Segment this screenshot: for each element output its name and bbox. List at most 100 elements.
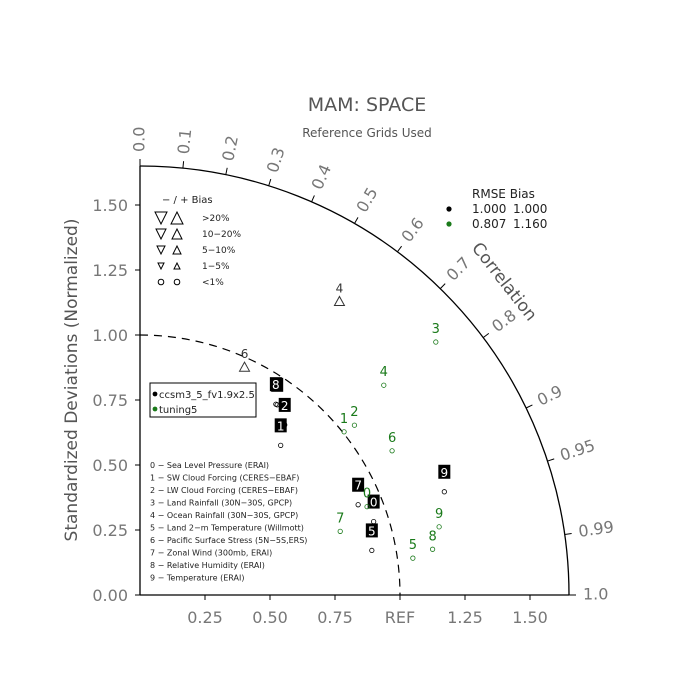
correlation-tick-mark bbox=[182, 161, 185, 169]
x-tick-label: 1.50 bbox=[512, 608, 548, 627]
case-legend-dot-icon bbox=[152, 406, 158, 412]
bias-legend-label: <1% bbox=[202, 278, 224, 288]
rmse-legend-value: 0.807 bbox=[472, 217, 506, 231]
rmse-legend-dot-icon bbox=[446, 206, 452, 212]
variable-legend-item: 3 − Land Rainfall (30N−30S, GPCP) bbox=[150, 499, 292, 508]
y-tick-label: 0.75 bbox=[92, 391, 128, 410]
data-point-label: 6 bbox=[388, 431, 396, 446]
data-point-marker bbox=[436, 524, 442, 530]
bias-legend-value: 1.000 bbox=[513, 202, 547, 216]
correlation-tick-label: 0.2 bbox=[218, 134, 242, 163]
y-axis-label: Standardized Deviations (Normalized) bbox=[62, 219, 82, 542]
data-point-label-box bbox=[352, 477, 365, 492]
case-legend-box bbox=[149, 382, 257, 418]
data-point-label: 9 bbox=[435, 507, 443, 522]
data-point-label: 7 bbox=[354, 479, 362, 493]
data-point-label: 8 bbox=[272, 378, 280, 392]
data-point-label-box bbox=[269, 377, 282, 392]
correlation-arc bbox=[139, 165, 570, 596]
case-legend-label: tuning5 bbox=[159, 405, 197, 416]
rmse-legend-value: 1.000 bbox=[472, 202, 506, 216]
correlation-tick-label: 1.0 bbox=[583, 585, 608, 604]
bias-down-triangle-icon bbox=[155, 228, 167, 241]
y-tick-label: 0.25 bbox=[92, 521, 128, 540]
variable-legend-item: 4 − Ocean Rainfall (30N−30S, GPCP) bbox=[150, 511, 298, 520]
y-tick-label: 1.25 bbox=[92, 261, 128, 280]
correlation-tick-label: 0.1 bbox=[174, 128, 195, 155]
data-point-marker bbox=[389, 448, 395, 454]
correlation-tick-label: 0.5 bbox=[352, 184, 381, 216]
correlation-tick-mark bbox=[225, 167, 228, 175]
bias-up-triangle-icon bbox=[170, 210, 184, 225]
variable-legend-item: 8 − Relative Humidity (ERAI) bbox=[150, 561, 265, 570]
data-point-label: 3 bbox=[432, 322, 440, 337]
case-legend-dot-icon bbox=[152, 391, 158, 397]
correlation-tick-mark bbox=[268, 178, 272, 186]
data-point-marker bbox=[282, 422, 288, 428]
bias-circle-icon bbox=[157, 278, 165, 286]
bias-legend-header: − / + Bias bbox=[162, 195, 213, 206]
variable-legend-item: 1 − SW Cloud Forcing (CERES−EBAF) bbox=[150, 474, 299, 483]
correlation-tick-label: 0.95 bbox=[558, 436, 598, 465]
correlation-tick-label: 0.7 bbox=[443, 253, 474, 284]
bias-legend-label: 1−5% bbox=[202, 262, 230, 272]
variable-legend-item: 9 − Temperature (ERAI) bbox=[150, 574, 244, 583]
data-point-marker bbox=[381, 382, 387, 388]
data-point-marker bbox=[341, 429, 347, 435]
bias-down-triangle-icon bbox=[156, 245, 166, 256]
data-point-marker bbox=[333, 295, 346, 306]
data-point-label: 8 bbox=[428, 529, 436, 544]
data-point-label: 2 bbox=[350, 405, 358, 420]
correlation-tick-mark bbox=[547, 458, 555, 462]
y-tick-label: 1.00 bbox=[92, 326, 128, 345]
data-point-label: 5 bbox=[368, 524, 376, 538]
data-point-marker bbox=[337, 528, 343, 534]
variable-legend-item: 2 − LW Cloud Forcing (CERES−EBAF) bbox=[150, 486, 298, 495]
correlation-tick-mark bbox=[396, 245, 403, 253]
bias-up-triangle-icon bbox=[172, 244, 182, 255]
correlation-tick-label: 0.4 bbox=[308, 161, 336, 192]
bias-up-triangle-icon bbox=[173, 261, 181, 270]
data-point-marker bbox=[238, 361, 251, 372]
bias-down-triangle-icon bbox=[154, 211, 168, 226]
data-point-label: 4 bbox=[336, 281, 344, 295]
variable-legend-item: 5 − Land 2−m Temperature (Willmott) bbox=[150, 524, 304, 533]
bias-down-triangle-icon bbox=[157, 262, 165, 271]
variable-legend-item: 6 − Pacific Surface Stress (5N−5S,ERS) bbox=[150, 536, 307, 545]
data-point-label: 7 bbox=[336, 511, 344, 526]
data-point-marker bbox=[351, 422, 358, 428]
correlation-tick-label: 0.3 bbox=[263, 145, 289, 175]
data-point-label: 1 bbox=[277, 419, 285, 433]
correlation-tick-mark bbox=[564, 532, 572, 535]
bias-legend-label: 10−20% bbox=[202, 230, 241, 240]
chart-subtitle: Reference Grids Used bbox=[302, 126, 432, 140]
correlation-tick-mark bbox=[482, 332, 490, 339]
data-point-label: 6 bbox=[241, 347, 249, 361]
data-point-marker bbox=[355, 502, 361, 508]
data-point-marker bbox=[441, 489, 447, 495]
x-tick-label: 0.75 bbox=[317, 608, 353, 627]
correlation-tick-label: 0.9 bbox=[534, 381, 565, 409]
data-point-marker bbox=[410, 555, 416, 561]
x-tick-label: 0.50 bbox=[252, 608, 288, 627]
correlation-tick-label: 0.0 bbox=[130, 127, 149, 152]
data-point-label-box bbox=[367, 494, 380, 509]
data-point-label-box bbox=[365, 523, 378, 538]
correlation-tick-mark bbox=[354, 217, 359, 224]
chart-title: MAM: SPACE bbox=[308, 94, 426, 116]
data-point-label-box bbox=[274, 418, 287, 433]
data-point-label: 4 bbox=[380, 365, 388, 380]
x-tick-label: 1.25 bbox=[447, 608, 483, 627]
data-point-marker bbox=[429, 546, 436, 552]
diagram-frame bbox=[139, 165, 570, 596]
bias-legend-label: >20% bbox=[202, 214, 230, 224]
correlation-tick-mark bbox=[525, 404, 533, 409]
correlation-tick-mark bbox=[311, 195, 315, 203]
data-point-label: 0 bbox=[363, 487, 371, 502]
data-point-label: 2 bbox=[281, 399, 289, 413]
y-tick-label: 0.00 bbox=[92, 586, 128, 605]
legends: − / + Bias >20% 10−20% 5−10% 1−5% <1% RMSE Bia… bbox=[149, 187, 547, 583]
case-legend-label: ccsm3_5_fv1.9x2.5 bbox=[159, 390, 255, 401]
rmse-legend-dot-icon bbox=[446, 221, 452, 227]
y-tick-label: 0.50 bbox=[92, 456, 128, 475]
